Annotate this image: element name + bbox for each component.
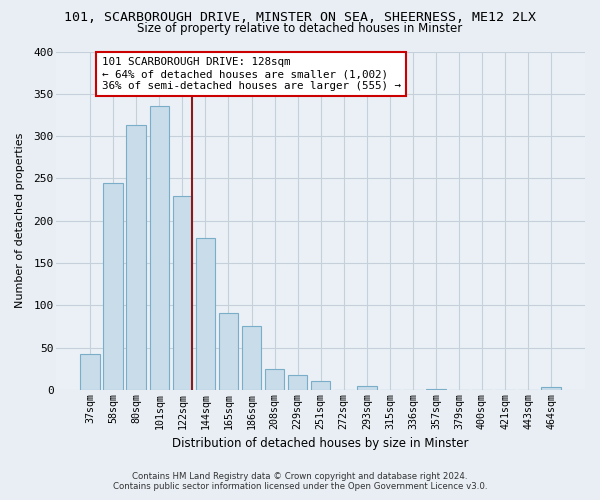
- Bar: [541, 388, 561, 390]
- Bar: [265, 368, 284, 390]
- X-axis label: Distribution of detached houses by size in Minster: Distribution of detached houses by size …: [172, 437, 469, 450]
- Bar: [149, 106, 169, 390]
- Bar: [242, 326, 262, 390]
- Bar: [218, 313, 238, 390]
- Y-axis label: Number of detached properties: Number of detached properties: [15, 133, 25, 308]
- Bar: [357, 386, 377, 390]
- Bar: [426, 389, 446, 390]
- Bar: [311, 382, 331, 390]
- Bar: [103, 182, 123, 390]
- Bar: [288, 374, 307, 390]
- Bar: [127, 125, 146, 390]
- Bar: [196, 238, 215, 390]
- Bar: [80, 354, 100, 390]
- Text: Contains HM Land Registry data © Crown copyright and database right 2024.
Contai: Contains HM Land Registry data © Crown c…: [113, 472, 487, 491]
- Text: 101 SCARBOROUGH DRIVE: 128sqm
← 64% of detached houses are smaller (1,002)
36% o: 101 SCARBOROUGH DRIVE: 128sqm ← 64% of d…: [102, 58, 401, 90]
- Bar: [173, 196, 192, 390]
- Text: 101, SCARBOROUGH DRIVE, MINSTER ON SEA, SHEERNESS, ME12 2LX: 101, SCARBOROUGH DRIVE, MINSTER ON SEA, …: [64, 11, 536, 24]
- Text: Size of property relative to detached houses in Minster: Size of property relative to detached ho…: [137, 22, 463, 35]
